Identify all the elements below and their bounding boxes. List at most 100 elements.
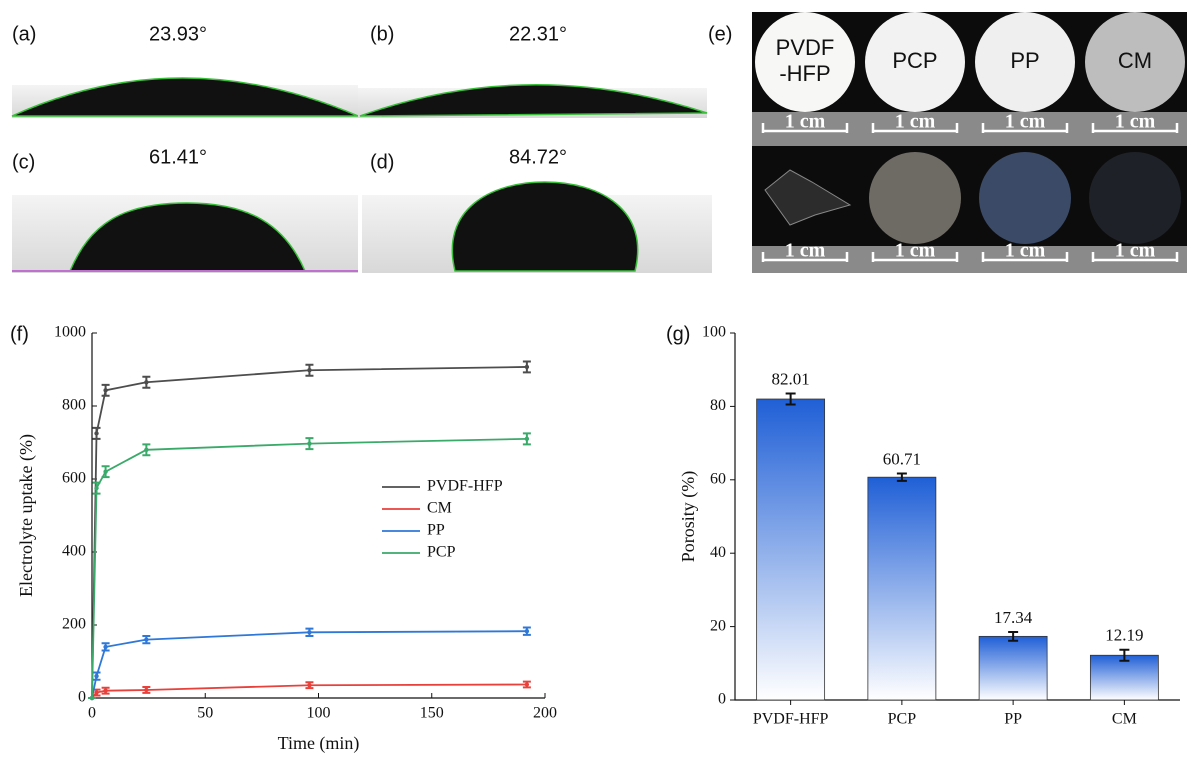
series-line	[91, 366, 527, 699]
y-tick-label: 60	[710, 470, 726, 487]
y-tick-label: 100	[702, 324, 726, 341]
panel-label: (g)	[666, 323, 690, 345]
scale-bar	[1091, 123, 1179, 133]
photo-grid: PVDF-HFP 1 cm 1 cm PCP 1 cm 1 cm PP 1 cm 1 cm CM 1…	[752, 12, 1187, 273]
point	[89, 695, 95, 701]
point	[524, 629, 530, 634]
point	[103, 388, 108, 393]
point	[307, 630, 312, 635]
angle: 84.72°	[509, 146, 567, 168]
y-axis-label: Electrolyte uptake (%)	[16, 434, 37, 597]
point	[103, 469, 108, 474]
y-tick-label: 200	[62, 616, 86, 633]
scale-bar	[981, 123, 1069, 133]
point	[144, 687, 149, 693]
scale-label: 1 cm	[895, 111, 936, 133]
sample-label: PP	[1010, 48, 1039, 73]
point	[524, 364, 530, 370]
x-tick-label: PP	[1004, 711, 1022, 728]
scale-bar	[871, 252, 959, 262]
point	[307, 441, 312, 446]
value-label: 82.01	[772, 369, 810, 388]
scale-label: 1 cm	[1005, 111, 1046, 133]
value-label: 17.34	[994, 608, 1033, 627]
y-tick-label: 0	[718, 691, 726, 708]
sample-label: -HFP	[779, 61, 830, 86]
y-axis-label: Porosity (%)	[678, 471, 699, 563]
scale-label: 1 cm	[785, 240, 826, 262]
panel-label: (c)	[12, 151, 35, 173]
y-tick-label: 80	[710, 397, 726, 414]
point	[307, 683, 312, 688]
point	[144, 447, 149, 452]
scale-bar	[981, 252, 1069, 262]
point	[524, 436, 530, 442]
y-tick-label: 600	[62, 470, 86, 487]
bar	[867, 476, 937, 701]
point	[94, 485, 99, 491]
scale-bar	[761, 123, 849, 133]
panel-label: (f)	[10, 323, 29, 345]
y-tick-label: 0	[78, 689, 86, 706]
point	[103, 688, 108, 693]
axis	[91, 333, 545, 699]
contact-angle-images	[11, 77, 712, 273]
error-bar	[1008, 630, 1019, 642]
error-bar	[785, 392, 796, 406]
scale-bar	[761, 252, 849, 262]
legend-label: PCP	[427, 544, 456, 561]
series-line	[91, 437, 527, 699]
panel-label: (a)	[12, 23, 36, 45]
x-tick-label: PCP	[888, 711, 917, 728]
point	[307, 368, 312, 373]
point	[94, 690, 99, 695]
legend-label: CM	[427, 500, 452, 517]
y-tick-label: 400	[62, 543, 86, 560]
scale-label: 1 cm	[785, 111, 826, 133]
value-label: 12.19	[1105, 626, 1143, 645]
x-tick-label: 150	[420, 705, 444, 722]
x-tick-label: 200	[533, 705, 557, 722]
scale-label: 1 cm	[1005, 240, 1046, 262]
scale-bar	[871, 123, 959, 133]
error-bar	[896, 472, 907, 482]
y-tick-label: 40	[710, 544, 726, 561]
scale-label: 1 cm	[1115, 240, 1156, 262]
legend-label: PVDF-HFP	[427, 478, 503, 495]
y-tick-label: 1000	[54, 324, 86, 341]
panel-label: (e)	[708, 23, 732, 45]
error-bar	[1119, 648, 1130, 662]
point	[103, 644, 108, 650]
scale-label: 1 cm	[1115, 111, 1156, 133]
bar-chart: 0 20 40 60 80 100 (g) Porosity (%) 82.01 PVDF-HFP…	[666, 323, 1180, 728]
angle: 22.31°	[509, 23, 567, 45]
point	[94, 673, 99, 679]
point	[144, 637, 149, 642]
value-label: 60.71	[883, 449, 921, 468]
bar	[1089, 654, 1159, 701]
x-tick-label: PVDF-HFP	[753, 711, 829, 728]
angle: 23.93°	[149, 23, 207, 45]
point	[94, 431, 99, 436]
x-tick-label: CM	[1112, 711, 1137, 728]
x-tick-label: 0	[88, 705, 96, 722]
y-tick-label: 20	[710, 617, 726, 634]
panel-label: (b)	[370, 23, 394, 45]
sample-label: CM	[1118, 48, 1152, 73]
line-chart: 0 50 100 150 200 0 200 400 600 800 1000 (f) Time (mi…	[10, 323, 557, 754]
sample-label: PCP	[892, 48, 937, 73]
scale-label: 1 cm	[895, 240, 936, 262]
bar	[978, 635, 1048, 701]
legend-label: PP	[427, 522, 445, 539]
x-axis-label: Time (min)	[278, 733, 360, 754]
point	[524, 682, 530, 687]
point	[144, 380, 149, 385]
bar	[756, 398, 826, 701]
scale-bar	[1091, 252, 1179, 262]
y-tick-label: 800	[62, 397, 86, 414]
angle: 61.41°	[149, 146, 207, 168]
x-tick-label: 50	[197, 705, 213, 722]
sample-label: PVDF	[776, 35, 835, 60]
panel-label: (d)	[370, 151, 394, 173]
